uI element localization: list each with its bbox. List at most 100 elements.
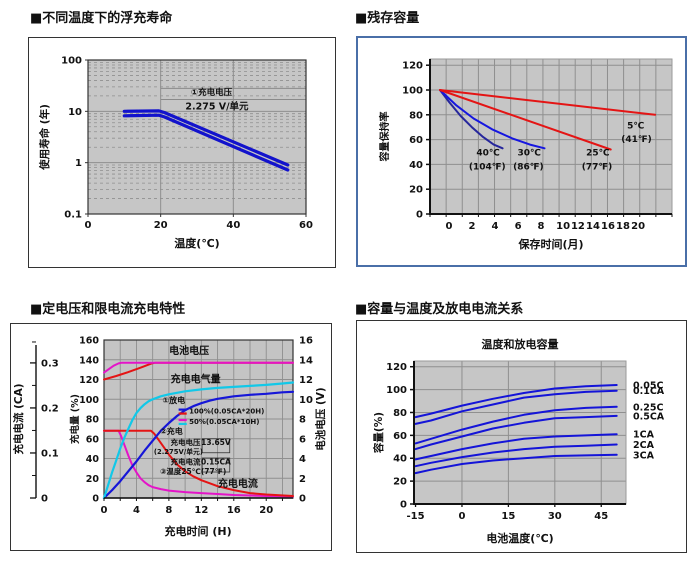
x-axis-title: 电池温度(℃): [486, 531, 553, 545]
x-tick-label: 15: [501, 511, 515, 522]
legend-50pct-label: 50%(0.05CA*10H): [189, 418, 259, 426]
pct-tick-label: 0: [92, 494, 99, 505]
x-tick-label: 60: [299, 220, 313, 231]
y-tick-label: 10: [68, 107, 82, 118]
series-label-2CA: 2CA: [633, 440, 655, 451]
x-axis-title: 温度(℃): [174, 236, 219, 250]
volt-tick-label: 0: [299, 494, 306, 505]
x-tick-label: 16: [601, 221, 615, 232]
voltage-50pct-line: [103, 361, 294, 374]
y-tick-label: 20: [409, 185, 423, 196]
curve-label: 电池电压: [169, 344, 209, 357]
x-tick-label: 20: [154, 220, 168, 231]
legend-discharge-title: ①放电: [162, 395, 185, 405]
x-tick-label: 30: [548, 511, 562, 522]
temp-25C-line: [439, 89, 612, 151]
y-tick-label: 1: [75, 158, 82, 169]
curve-label: 40℃: [476, 149, 500, 159]
legend-charge-current-value: 0.15CA: [201, 457, 231, 466]
x-tick-label: 4: [492, 221, 499, 232]
chart-panel-residual: 40℃ (104℉) 30℃ (86℉) 25℃ (77℉) 5℃ (41℉) 0 20 40 60 8…: [356, 36, 687, 267]
chart-panel-float-life: ①充电电压 2.275 V/单元 0 20 40 60 100 10 1 0.1 温度(℃) 使用寿命…: [28, 37, 336, 268]
series-label-0.5CA: 0.5CA: [633, 411, 665, 422]
x-tick-label: 0: [85, 220, 92, 231]
ca-tick-label: 0.3: [41, 358, 59, 369]
curve-label: 25℃: [586, 149, 610, 159]
discharge-rate-0.25C-line: [414, 405, 618, 445]
y-tick-label: 120: [386, 362, 407, 373]
discharge-rate-0.05C-line: [414, 384, 618, 419]
plot-area: [88, 60, 306, 214]
x-tick-label: 0: [458, 511, 465, 522]
series-label-0.1CA: 0.1CA: [633, 386, 665, 397]
legend-charge-voltage-label: 充电电压: [171, 437, 201, 447]
y-axis-title: 容量保持率: [378, 112, 391, 163]
x-tick-label: 18: [616, 221, 630, 232]
legend-voltage-value-box: [201, 438, 231, 454]
pct-tick-label: 80: [86, 415, 100, 426]
curve-label: 30℃: [518, 149, 542, 159]
plot-area: [430, 59, 672, 214]
y-tick-label: 40: [409, 160, 423, 171]
curve-label: 充电电气量: [171, 372, 221, 385]
x-tick-label: 45: [594, 511, 608, 522]
y-tick-label: 80: [409, 110, 423, 121]
x-tick-label: -15: [407, 511, 425, 522]
pct-tick-label: 160: [79, 336, 99, 347]
chart-panel-capacity-temp: 温度和放电容量 0.05C 0.1CA 0.25C 0.5CA 1CA 2CA 3CA -15 0…: [356, 320, 687, 553]
y-tick-label: 80: [393, 408, 407, 419]
volt-tick-label: 10: [299, 395, 313, 406]
legend-charge-voltage-value: 13.65V: [201, 438, 231, 447]
annotation-charge-voltage: ①充电电压: [191, 87, 233, 98]
y-axis-title: 容量(%): [372, 412, 385, 454]
x-tick-label: 12: [571, 221, 585, 232]
section-heading-residual: ■残存容量: [355, 11, 420, 26]
volt-tick-label: 12: [299, 375, 313, 386]
legend-charge-title: ②充电: [160, 426, 183, 436]
discharge-rate-2CA-line: [414, 443, 618, 468]
curve-label: (86℉): [513, 162, 544, 172]
pct-tick-label: 60: [86, 434, 100, 445]
ca-tick-label: 0.2: [41, 403, 59, 414]
pct-tick-label: 20: [86, 474, 100, 485]
residual-capacity-chart: 40℃(104℉)30℃(86℉)25℃(77℉)5℃(41℉)02040608…: [378, 58, 673, 251]
x-tick-label: 4: [133, 505, 140, 516]
y-tick-label: 40: [393, 454, 407, 465]
legend-temperature-note: ③温度25℃(77℉): [160, 466, 226, 476]
chart-inner-title: 温度和放电容量: [482, 337, 559, 351]
section-heading-float-life: ■不同温度下的浮充寿命: [30, 11, 173, 26]
volt-tick-label: 2: [299, 474, 306, 485]
ca-tick-label: 0: [41, 494, 48, 505]
legend-100pct-label: 100%(0.05CA*20H): [189, 408, 264, 416]
volt-axis-title: 电池电压 (V): [314, 387, 327, 450]
legend-charge-current-label: 充电电流: [171, 456, 201, 466]
discharge-rate-3CA-line: [414, 453, 618, 475]
y-tick-label: 60: [409, 135, 423, 146]
x-tick-label: 0: [101, 505, 108, 516]
annotation-voltage-value: 2.275 V/单元: [185, 101, 249, 113]
section-heading-capacity: ■容量与温度及放电电流关系: [355, 302, 524, 317]
section-heading-charging: ■定电压和限电流充电特性: [30, 302, 186, 317]
pct-tick-label: 40: [86, 454, 100, 465]
pct-tick-label: 100: [79, 395, 99, 406]
ca-tick-label: 0.1: [41, 448, 59, 459]
x-tick-label: 0: [446, 221, 453, 232]
legend-current-value-box: [201, 457, 231, 473]
current-50pct-line: [103, 429, 294, 498]
pct-axis-title: 充电量 (%): [69, 394, 81, 444]
series-label-1CA: 1CA: [633, 430, 655, 441]
y-tick-label: 0: [416, 210, 423, 221]
y-tick-label: 0: [400, 500, 407, 511]
x-tick-label: 12: [194, 505, 208, 516]
pct-tick-label: 140: [79, 355, 99, 366]
y-tick-label: 20: [393, 477, 407, 488]
curve-label: (41℉): [621, 135, 652, 145]
float-life-upper-line: [122, 109, 290, 167]
series-label-0.25C: 0.25C: [633, 402, 663, 413]
plot-frame: [87, 59, 307, 215]
x-tick-label: 16: [227, 505, 241, 516]
x-tick-label: 20: [631, 221, 645, 232]
